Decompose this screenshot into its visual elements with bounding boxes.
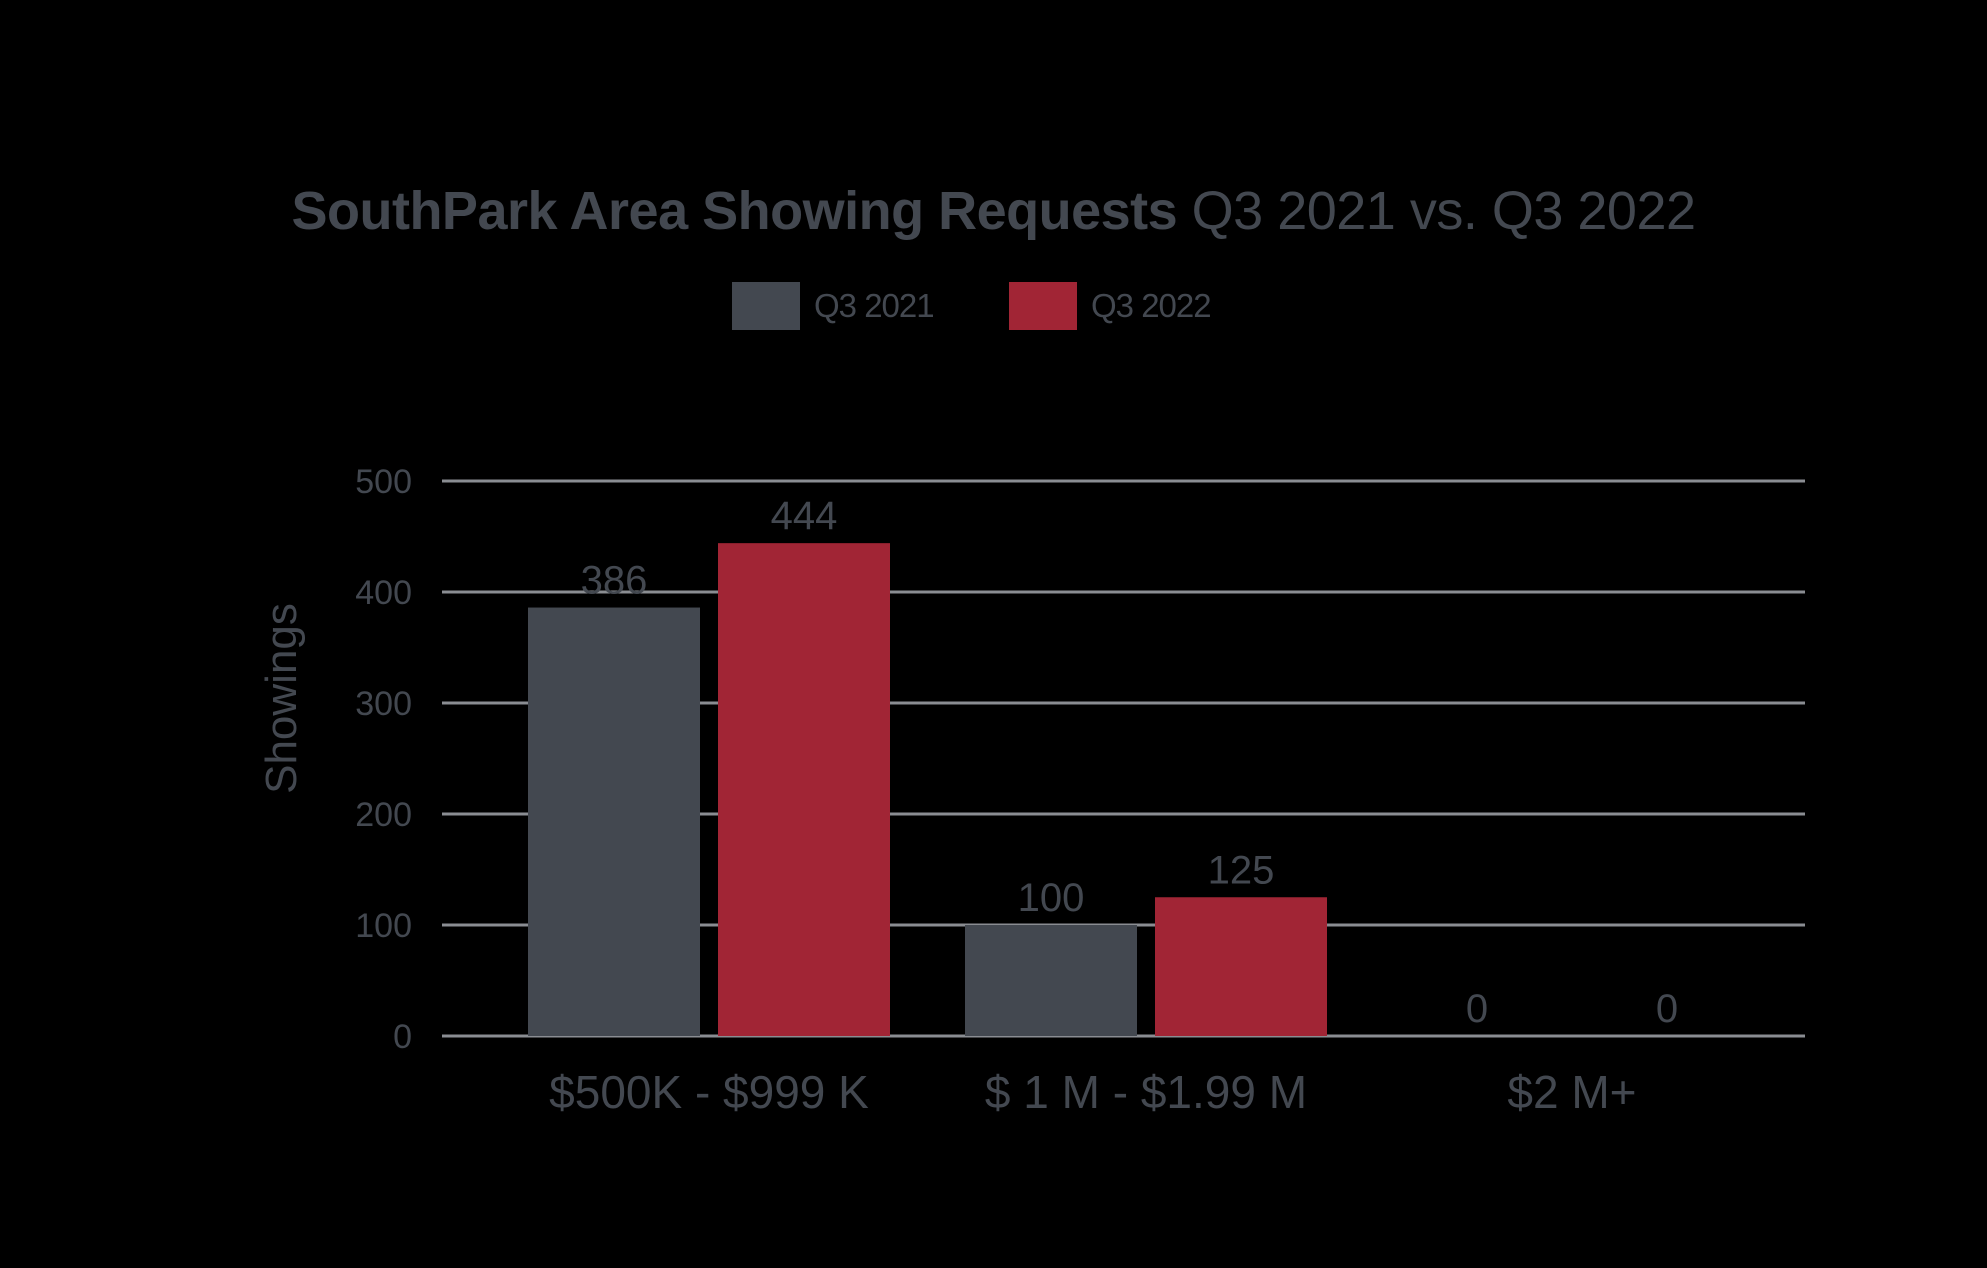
bar-q3-2022 [1155,897,1327,1036]
data-label: 0 [1466,987,1488,1031]
x-tick-label: $ 1 M - $1.99 M [985,1066,1307,1118]
legend-label-q3-2021: Q3 2021 [814,287,935,324]
y-tick-label: 300 [355,685,412,723]
chart-title-period: Q3 2021 vs. Q3 2022 [1191,181,1696,241]
y-tick-label: 100 [355,907,412,945]
legend: Q3 2021 Q3 2022 [0,280,1987,332]
data-label: 125 [1208,848,1275,892]
x-tick-label: $2 M+ [1507,1066,1636,1118]
bar-q3-2021 [528,607,700,1036]
data-label: 386 [581,559,648,603]
chart-title: SouthPark Area Showing Requests Q3 2021 … [0,180,1987,242]
data-label: 100 [1018,876,1085,920]
legend-swatch-q3-2022 [1009,282,1077,330]
bar-q3-2022 [718,543,890,1036]
data-label: 0 [1656,987,1678,1031]
legend-swatch-q3-2021 [732,282,800,330]
y-tick-label: 200 [355,796,412,834]
y-tick-label: 0 [393,1018,412,1056]
legend-item-q3-2021: Q3 2021 [732,280,935,332]
bar-q3-2021 [965,925,1137,1036]
y-axis-label: Showings [257,603,306,794]
chart-title-main: SouthPark Area Showing Requests [291,181,1178,241]
data-label: 444 [771,494,838,538]
legend-item-q3-2022: Q3 2022 [1009,280,1212,332]
y-tick-label: 400 [355,574,412,612]
y-tick-label: 500 [355,463,412,501]
legend-label-q3-2022: Q3 2022 [1091,287,1212,324]
x-tick-label: $500K - $999 K [549,1066,869,1118]
